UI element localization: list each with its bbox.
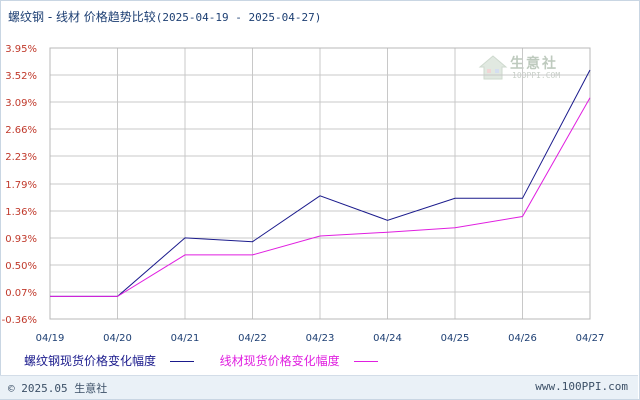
series-layer [50, 69, 591, 297]
grid-layer [49, 47, 591, 320]
x-tick-label: 04/25 [441, 333, 470, 344]
legend-item-series-1: 螺纹钢现货价格变化幅度 [24, 352, 194, 369]
x-tick-label: 04/24 [373, 333, 402, 344]
y-tick-label: 1.79% [5, 180, 37, 191]
series-line-1 [50, 69, 591, 297]
legend-label-series-1: 螺纹钢现货价格变化幅度 [24, 354, 157, 368]
legend-item-series-2: 线材现货价格变化幅度 [220, 352, 378, 369]
y-tick-label: 3.52% [5, 71, 37, 82]
tick-label-layer: 3.95% 3.52% 3.09% 2.66% 2.23% 1.79% 1.36% 0.93%… [2, 44, 605, 344]
legend-label-series-2: 线材现货价格变化幅度 [219, 354, 340, 368]
x-tick-label: 04/27 [576, 333, 605, 344]
y-tick-label: 0.50% [5, 261, 37, 272]
x-tick-label: 04/22 [238, 333, 267, 344]
plot-border [49, 47, 591, 320]
y-tick-label: -0.36% [2, 315, 37, 326]
y-tick-label: 2.23% [5, 152, 37, 163]
house-logo-icon [478, 55, 508, 80]
y-tick-label: 1.36% [5, 207, 37, 218]
chart-title-date-range: (2025-04-19 - 2025-04-27) [155, 11, 322, 24]
y-tick-label: 0.93% [5, 234, 37, 245]
chart-title-main: 螺纹钢 - 线材 价格趋势比较 [8, 10, 156, 24]
x-tick-label: 04/23 [306, 333, 335, 344]
legend-swatch-series-2 [353, 361, 378, 362]
footer-site-link[interactable]: www.100PPI.com [535, 380, 628, 393]
chart-legend: 螺纹钢现货价格变化幅度 线材现货价格变化幅度 [24, 352, 400, 368]
y-tick-label: 0.07% [5, 288, 37, 299]
x-tick-label: 04/20 [103, 333, 132, 344]
y-tick-label: 3.09% [5, 98, 37, 109]
footer-copyright: © 2025.05 生意社 [8, 382, 108, 395]
y-tick-label: 2.66% [5, 125, 37, 136]
x-tick-label: 04/21 [171, 333, 200, 344]
axis-layer [49, 47, 591, 320]
series-line-2 [50, 97, 591, 297]
x-tick-label: 04/19 [36, 333, 65, 344]
footer-bar: © 2025.05 生意社 www.100PPI.com [0, 375, 638, 399]
y-tick-label: 3.95% [5, 44, 37, 55]
x-tick-label: 04/26 [508, 333, 537, 344]
chart-title: 螺纹钢 - 线材 价格趋势比较(2025-04-19 - 2025-04-27) [8, 8, 321, 25]
watermark-text: 生意社 [510, 56, 558, 72]
legend-swatch-series-1 [169, 361, 194, 362]
